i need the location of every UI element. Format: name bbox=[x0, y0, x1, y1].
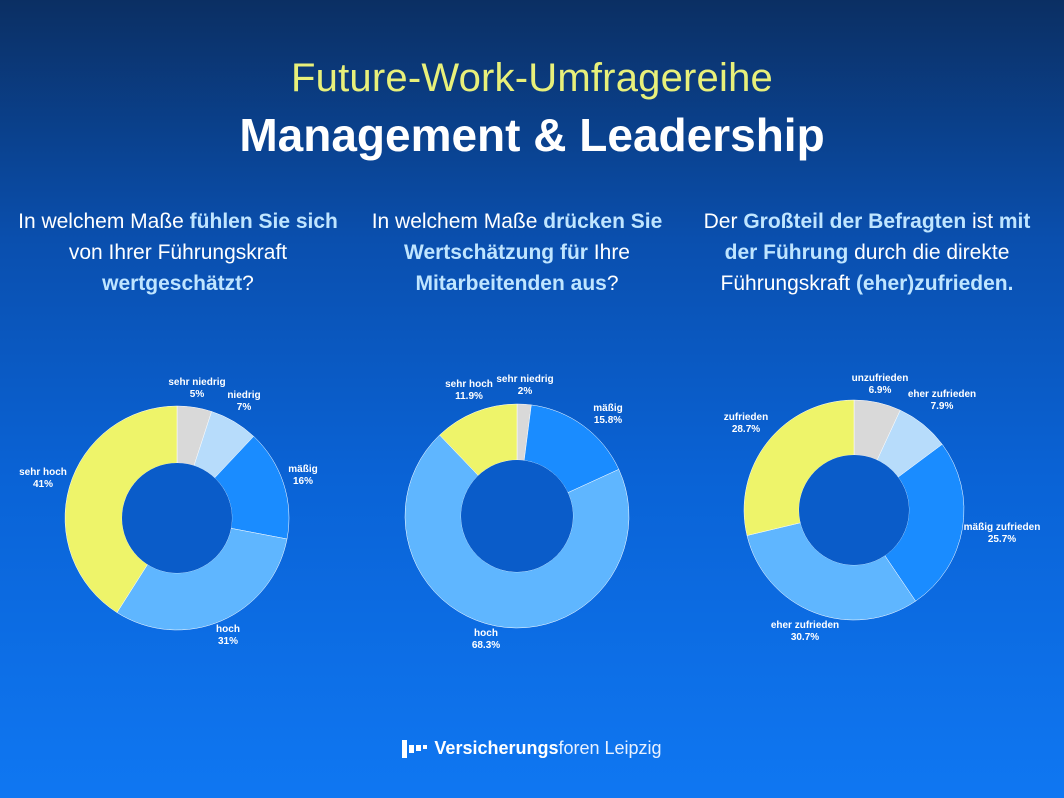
donut-3-value-3: 30.7% bbox=[791, 632, 819, 643]
donut-3-label-3: eher zufrieden bbox=[771, 620, 839, 631]
donut-1-value-0: 5% bbox=[190, 389, 205, 400]
question-2-part-0: In welchem Maße bbox=[371, 210, 544, 233]
donut-3-value-1: 7.9% bbox=[931, 401, 954, 412]
donut-1-value-4: 41% bbox=[33, 479, 53, 490]
question-3-part-4: durch die direkte Führungskraft bbox=[720, 241, 1010, 295]
donut-3-label-2: mäßig zufrieden bbox=[964, 522, 1041, 533]
donut-3-value-0: 6.9% bbox=[869, 385, 892, 396]
donut-1-value-1: 7% bbox=[237, 402, 252, 413]
donut-3-label-1: eher zufrieden bbox=[908, 389, 976, 400]
donut-3-label-0: unzufrieden bbox=[852, 373, 909, 384]
donut-3-slice-2 bbox=[884, 443, 965, 602]
donut-2-label-0: sehr niedrig bbox=[496, 374, 553, 385]
donut-3-value-4: 28.7% bbox=[732, 424, 760, 435]
donut-1-hole bbox=[122, 463, 232, 573]
question-1: In welchem Maße fühlen Sie sich von Ihre… bbox=[13, 206, 343, 299]
brand-name-light: foren Leipzig bbox=[558, 738, 662, 758]
donut-2-value-2: 68.3% bbox=[472, 640, 500, 651]
question-3-part-0: Der bbox=[703, 210, 744, 233]
page-title: Future-Work-Umfragereihe bbox=[291, 56, 773, 100]
donut-3-value-2: 25.7% bbox=[988, 534, 1016, 545]
donut-1-value-2: 16% bbox=[293, 476, 313, 487]
donut-2-label-1: mäßig bbox=[593, 403, 622, 414]
donut-1-label-3: hoch bbox=[216, 624, 240, 635]
donut-2-hole bbox=[461, 460, 573, 572]
donut-2-label-2: hoch bbox=[474, 628, 498, 639]
donut-2-value-0: 2% bbox=[518, 386, 533, 397]
donut-2-slice-2 bbox=[404, 434, 630, 629]
donut-2-value-3: 11.9% bbox=[455, 391, 483, 402]
question-3-part-2: ist bbox=[966, 210, 999, 233]
question-1-part-2: von Ihrer Führungskraft bbox=[68, 241, 288, 264]
donut-2-label-3: sehr hoch bbox=[445, 379, 493, 390]
question-3: Der Großteil der Befragten ist mit der F… bbox=[702, 206, 1032, 299]
donut-1-label-0: sehr niedrig bbox=[168, 377, 225, 388]
question-2-part-4: ? bbox=[606, 272, 619, 295]
donut-3-hole bbox=[799, 455, 909, 565]
question-3-part-1: Großteil der Befragten bbox=[743, 210, 967, 233]
question-2: In welchem Maße drücken Sie Wertschätzun… bbox=[352, 206, 682, 299]
donut-1-value-3: 31% bbox=[218, 636, 238, 647]
question-2-part-2: Ihre bbox=[587, 241, 630, 264]
question-1-part-3: wertgeschätzt bbox=[102, 272, 243, 295]
question-2-part-3: Mitarbeitenden aus bbox=[415, 272, 607, 295]
donut-1-label-2: mäßig bbox=[288, 464, 317, 475]
donut-2-value-1: 15.8% bbox=[594, 415, 622, 426]
versicherungsforen-logo-icon bbox=[402, 739, 428, 758]
brand-name-bold: Versicherungs bbox=[434, 738, 559, 758]
donut-1-label-4: sehr hoch bbox=[19, 467, 67, 478]
donut-1-label-1: niedrig bbox=[227, 390, 260, 401]
question-1-part-0: In welchem Maße bbox=[18, 210, 190, 233]
question-3-part-5: (eher)zufrieden. bbox=[855, 272, 1014, 295]
question-3-part-3: mit der Führung bbox=[724, 210, 1031, 264]
question-1-part-4: ? bbox=[242, 272, 254, 295]
question-1-part-1: fühlen Sie sich bbox=[189, 210, 338, 233]
page-subtitle: Management & Leadership bbox=[239, 109, 825, 161]
footer-brand: Versicherungsforen Leipzig bbox=[0, 738, 1064, 759]
donut-3-label-4: zufrieden bbox=[724, 412, 768, 423]
question-2-part-1: drücken Sie Wertschätzung für bbox=[404, 210, 663, 264]
